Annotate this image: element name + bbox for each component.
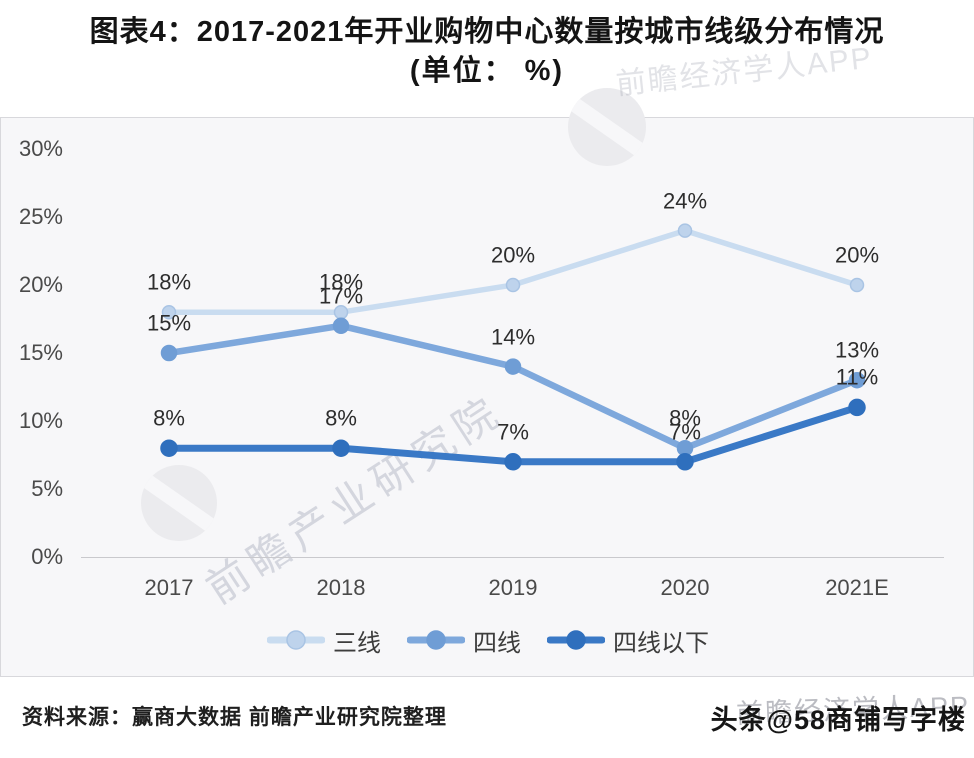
data-label-四线-2021E: 13% (834, 337, 880, 363)
y-tick-label: 10% (18, 408, 63, 433)
legend-label-2: 四线以下 (613, 629, 709, 657)
y-tick-label: 15% (18, 340, 63, 365)
y-tick-label: 0% (31, 544, 63, 569)
legend-label-0: 三线 (333, 629, 381, 657)
series-0-point-2017 (161, 304, 177, 320)
source-note: 资料来源：赢商大数据 前瞻产业研究院整理 (22, 706, 447, 729)
data-label-三线-2017: 18% (146, 269, 192, 295)
data-label-四线-2020: 8% (669, 405, 701, 431)
x-tick-label: 2019 (488, 575, 538, 600)
brand-logo-watermark-bottom (141, 465, 217, 541)
x-tick-label: 2021E (825, 575, 889, 600)
x-tick-label: 2018 (316, 575, 366, 600)
legend-item-2: 四线以下 (547, 623, 709, 658)
series-0-point-2019 (505, 277, 521, 293)
series-2-point-2018 (332, 439, 350, 457)
data-label-四线以下-2018: 8% (325, 405, 357, 431)
series-2-point-2020 (676, 453, 694, 471)
series-1-point-2019 (504, 358, 522, 375)
data-label-三线-2020: 24% (662, 188, 708, 214)
data-label-四线以下-2020: 7% (669, 419, 701, 445)
chart-title-unit: (单位： %) (409, 55, 565, 87)
series-2-point-2021E (848, 398, 866, 417)
x-tick-label: 2020 (660, 575, 710, 600)
credit-text: 头条@58商铺写字楼 (710, 705, 966, 735)
y-tick-label: 20% (18, 272, 63, 297)
series-1-point-2018 (332, 317, 350, 335)
series-2-point-2019 (504, 453, 522, 471)
y-tick-label: 5% (31, 476, 63, 501)
chart-title-line1: 图表4：2017-2021年开业购物中心数量按城市线级分布情况 (89, 16, 885, 48)
credit-area: 前瞻经济学人APP 头条@58商铺写字楼 (710, 691, 971, 742)
legend-label-1: 四线 (473, 629, 521, 657)
legend-marker-1 (407, 630, 465, 650)
legend-marker-2 (547, 630, 605, 650)
legend-item-0: 三线 (267, 623, 381, 658)
chart-panel: 前瞻产业研究院 0% 5% 10% 15% 20% 25% 30% 2017 2018 2019… (0, 88, 974, 677)
legend-marker-0 (267, 630, 325, 650)
y-tick-label: 30% (18, 136, 63, 161)
series-1-point-2017 (160, 344, 178, 362)
data-label-三线-2019: 20% (490, 242, 536, 268)
brand-logo-watermark-top (568, 88, 646, 166)
x-tick-label: 2017 (144, 575, 194, 600)
data-label-四线以下-2017: 8% (153, 405, 185, 431)
chart-legend: 三线 四线 四线以下 (1, 623, 974, 658)
series-0-point-2021E (849, 277, 865, 293)
line-chart-plot (81, 223, 944, 558)
data-label-四线-2018: 17% (318, 283, 364, 309)
series-1-point-2021E (848, 371, 866, 389)
legend-item-1: 四线 (407, 623, 521, 658)
data-label-四线-2019: 14% (490, 324, 536, 350)
series-2-point-2017 (160, 439, 178, 457)
data-label-三线-2021E: 20% (834, 242, 880, 268)
series-0-point-2020 (677, 223, 693, 238)
data-label-四线以下-2021E: 11% (835, 364, 879, 390)
chart-title: 图表4：2017-2021年开业购物中心数量按城市线级分布情况 (单位： %) (0, 12, 974, 90)
data-label-四线-2017: 15% (146, 310, 192, 336)
data-label-三线-2018: 18% (318, 269, 364, 295)
y-tick-label: 25% (18, 204, 63, 229)
data-label-四线以下-2019: 7% (497, 419, 529, 445)
